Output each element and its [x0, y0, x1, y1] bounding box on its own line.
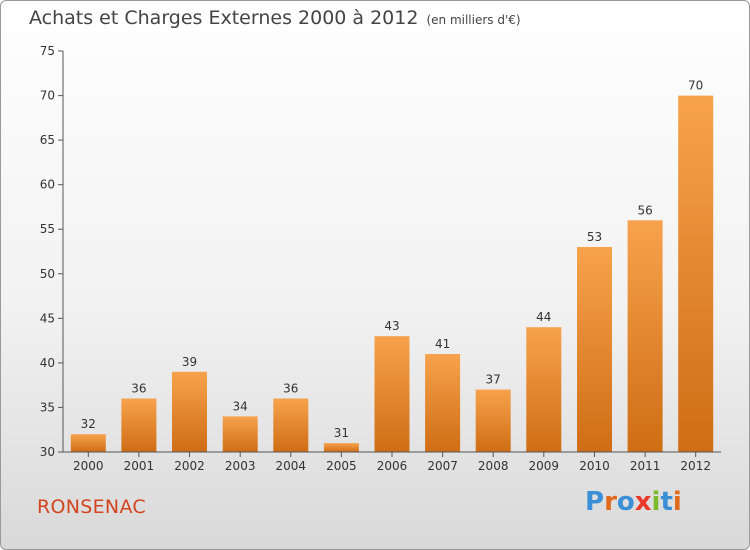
- value-label-2002: 39: [182, 355, 197, 369]
- value-label-2006: 43: [384, 319, 399, 333]
- value-label-2009: 44: [536, 310, 551, 324]
- y-tick-label-60: 60: [40, 178, 55, 192]
- value-label-2011: 56: [637, 203, 652, 217]
- logo-letter: i: [672, 487, 682, 517]
- x-tick-label-2006: 2006: [377, 459, 408, 473]
- logo-letter: P: [585, 487, 605, 517]
- x-tick-label-2009: 2009: [529, 459, 560, 473]
- value-labels-group: 32 36 39 34 36 31 43 41 37 44 53 56 70: [81, 79, 704, 441]
- x-tick-label-2001: 2001: [124, 459, 155, 473]
- y-tick-label-65: 65: [40, 133, 55, 147]
- bar-2005: [323, 443, 359, 452]
- value-label-2007: 41: [435, 337, 450, 351]
- x-tick-label-2000: 2000: [73, 459, 104, 473]
- value-label-2008: 37: [486, 373, 501, 387]
- y-tick-label-30: 30: [40, 445, 55, 459]
- bar-2006: [374, 336, 410, 452]
- logo-letter: x: [634, 487, 652, 517]
- value-label-2004: 36: [283, 382, 298, 396]
- bar-2003: [222, 416, 258, 452]
- value-label-2000: 32: [81, 417, 96, 431]
- chart-title: Achats et Charges Externes 2000 à 2012 (e…: [29, 7, 521, 29]
- value-label-2001: 36: [131, 382, 146, 396]
- x-tick-label-2012: 2012: [680, 459, 711, 473]
- value-label-2003: 34: [233, 399, 248, 413]
- logo-letter: t: [660, 487, 673, 517]
- y-tick-label-40: 40: [40, 356, 55, 370]
- commune-name: RONSENAC: [37, 496, 146, 518]
- y-tick-label-70: 70: [40, 89, 55, 103]
- bar-2001: [121, 398, 157, 452]
- value-label-2012: 70: [688, 79, 703, 93]
- logo-letter: r: [604, 487, 617, 517]
- y-tick-label-35: 35: [40, 400, 55, 414]
- logo-letter: o: [616, 487, 635, 517]
- bar-2000: [70, 434, 106, 452]
- y-tick-label-50: 50: [40, 267, 55, 281]
- bar-2012: [678, 95, 714, 452]
- bar-2009: [526, 327, 562, 452]
- bars-group: [70, 95, 714, 452]
- bar-2011: [627, 220, 663, 452]
- bar-2008: [475, 389, 511, 452]
- x-tick-label-2008: 2008: [478, 459, 509, 473]
- logo-letter: i: [651, 487, 661, 517]
- y-tick-label-55: 55: [40, 222, 55, 236]
- chart-unit: (en milliers d'€): [426, 13, 521, 27]
- x-tick-label-2011: 2011: [630, 459, 661, 473]
- bar-2010: [577, 247, 612, 452]
- bar-2002: [172, 371, 207, 452]
- x-tick-label-2002: 2002: [174, 459, 205, 473]
- value-label-2005: 31: [334, 426, 349, 440]
- x-tick-label-2010: 2010: [579, 459, 610, 473]
- chart-title-text: Achats et Charges Externes 2000 à 2012: [29, 7, 419, 29]
- y-tick-label-75: 75: [40, 44, 55, 58]
- x-tick-label-2005: 2005: [326, 459, 357, 473]
- x-tick-label-2007: 2007: [427, 459, 458, 473]
- bar-2007: [425, 354, 461, 452]
- x-tick-label-2004: 2004: [276, 459, 307, 473]
- bar-2004: [273, 398, 309, 452]
- y-tick-label-45: 45: [40, 311, 55, 325]
- proxiti-logo: Proxiti: [585, 487, 682, 517]
- value-label-2010: 53: [587, 230, 602, 244]
- x-tick-label-2003: 2003: [225, 459, 256, 473]
- axes-group: 2000 2001 2002 2003 2004 2005 2006 2007 2008 2009…: [40, 44, 721, 473]
